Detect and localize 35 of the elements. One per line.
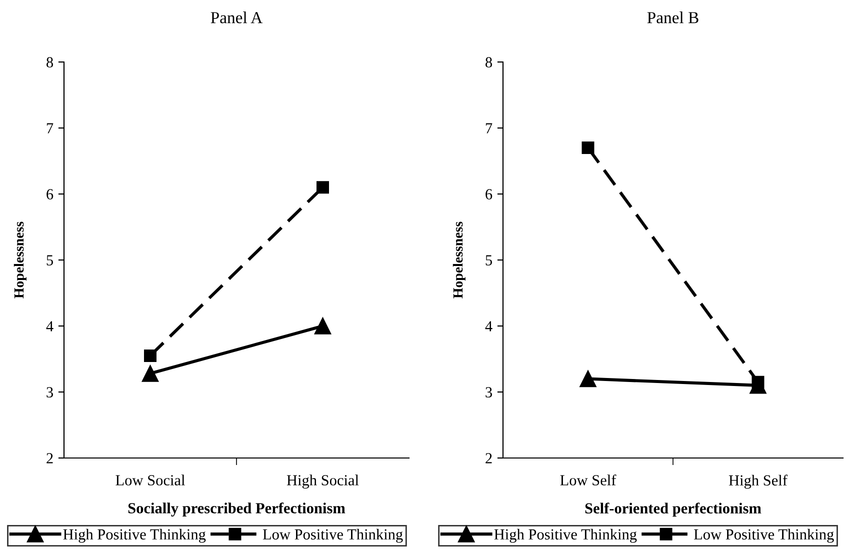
point <box>580 370 596 388</box>
y-tick-label: 5 <box>46 255 53 266</box>
y-tick-label: 3 <box>46 387 53 398</box>
legend-label: High Positive Thinking <box>494 528 637 543</box>
chart-title: Panel B <box>647 12 698 24</box>
y-tick-label: 7 <box>486 123 492 134</box>
y-tick-label: 8 <box>46 57 53 68</box>
x-tick-label: High Self <box>728 474 788 489</box>
legend-label: High Positive Thinking <box>63 528 206 543</box>
y-tick-label: 3 <box>486 387 492 398</box>
y-axis-title: Hopelessness <box>452 222 466 298</box>
point <box>316 181 329 194</box>
point <box>314 318 332 334</box>
y-tick-label: 2 <box>46 453 53 464</box>
y-axis-title: Hopelessness <box>14 222 26 298</box>
y-tick-label: 6 <box>486 189 492 200</box>
x-tick-label: Low Self <box>560 474 616 486</box>
y-tick-label: 5 <box>486 255 492 266</box>
point <box>752 376 764 388</box>
y-tick-label: 4 <box>46 321 54 332</box>
y-tick-label: 7 <box>46 123 54 134</box>
x-tick-label: Low Social <box>116 474 185 486</box>
point <box>142 365 159 382</box>
chart-title: Panel A <box>210 12 263 24</box>
x-axis-title: Self-oriented perfectionism <box>585 502 762 517</box>
x-tick-label: High Social <box>286 474 359 489</box>
legend-label: Low Positive Thinking <box>262 528 403 543</box>
x-axis-title: Socially prescribed Perfectionism <box>128 502 346 517</box>
y-tick-label: 8 <box>486 57 492 68</box>
y-tick-label: 6 <box>46 189 54 200</box>
point <box>582 142 594 154</box>
legend-label: Low Positive Thinking <box>694 528 834 543</box>
y-tick-label: 4 <box>485 321 492 332</box>
point <box>144 349 156 362</box>
y-tick-label: 2 <box>486 453 492 464</box>
